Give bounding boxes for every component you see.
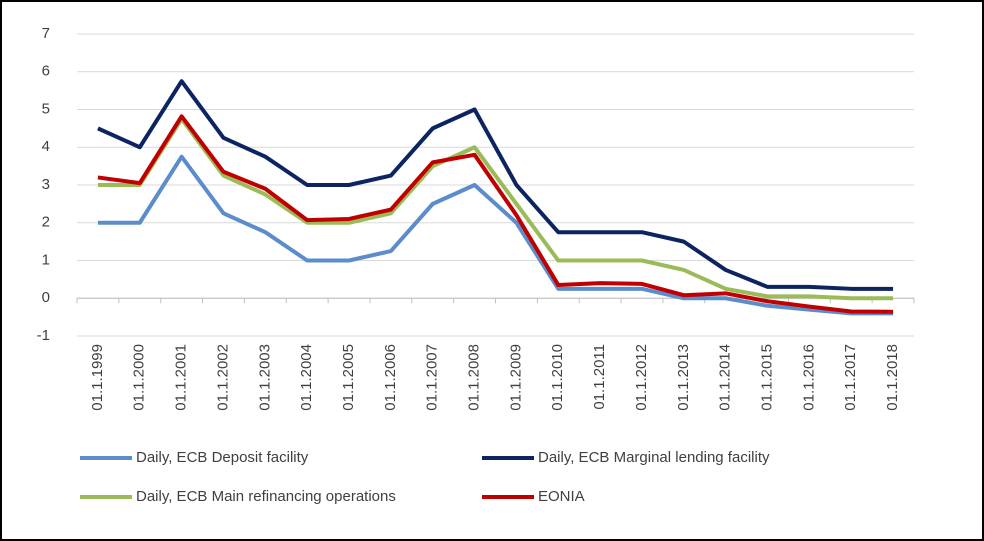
- x-tick-label: 01.1.2003: [256, 344, 273, 411]
- x-tick-label: 01.1.2009: [507, 344, 524, 411]
- y-tick-label: 0: [42, 289, 50, 306]
- y-tick-label: -1: [37, 327, 50, 344]
- x-tick-label: 01.1.2017: [842, 344, 859, 411]
- x-tick-label: 01.1.2000: [131, 344, 148, 411]
- y-tick-label: 2: [42, 214, 50, 231]
- y-tick-label: 6: [42, 63, 50, 80]
- series-line: [97, 79, 894, 291]
- x-tick-label: 01.1.2016: [800, 344, 817, 411]
- x-tick-label: 01.1.2008: [466, 344, 483, 411]
- legend-label: Daily, ECB Marginal lending facility: [538, 449, 770, 466]
- y-tick-label: 7: [42, 25, 50, 42]
- x-tick-label: 01.1.2011: [591, 344, 608, 410]
- x-tick-label: 01.1.2007: [424, 344, 441, 411]
- x-tick-label: 01.1.2002: [214, 344, 231, 411]
- x-tick-label: 01.1.2018: [884, 344, 901, 411]
- x-tick-label: 01.1.2013: [675, 344, 692, 411]
- y-tick-label: 5: [42, 100, 50, 117]
- series-line: [97, 154, 894, 316]
- legend-label: Daily, ECB Deposit facility: [136, 449, 309, 466]
- y-tick-label: 3: [42, 176, 50, 193]
- series-line: [97, 114, 894, 314]
- x-tick-label: 01.1.2005: [340, 344, 357, 411]
- legend-label: Daily, ECB Main refinancing operations: [136, 488, 396, 505]
- x-tick-label: 01.1.2010: [549, 344, 566, 411]
- x-tick-label: 01.1.2006: [382, 344, 399, 411]
- y-tick-label: 1: [42, 251, 50, 268]
- series-line: [97, 116, 894, 301]
- x-tick-label: 01.1.2004: [298, 344, 315, 411]
- x-tick-label: 01.1.2012: [633, 344, 650, 411]
- x-tick-label: 01.1.2014: [717, 344, 734, 411]
- y-tick-label: 4: [42, 138, 50, 155]
- x-tick-label: 01.1.1999: [89, 344, 106, 411]
- x-tick-label: 01.1.2001: [173, 344, 190, 411]
- legend-label: EONIA: [538, 488, 585, 505]
- x-tick-label: 01.1.2015: [758, 344, 775, 411]
